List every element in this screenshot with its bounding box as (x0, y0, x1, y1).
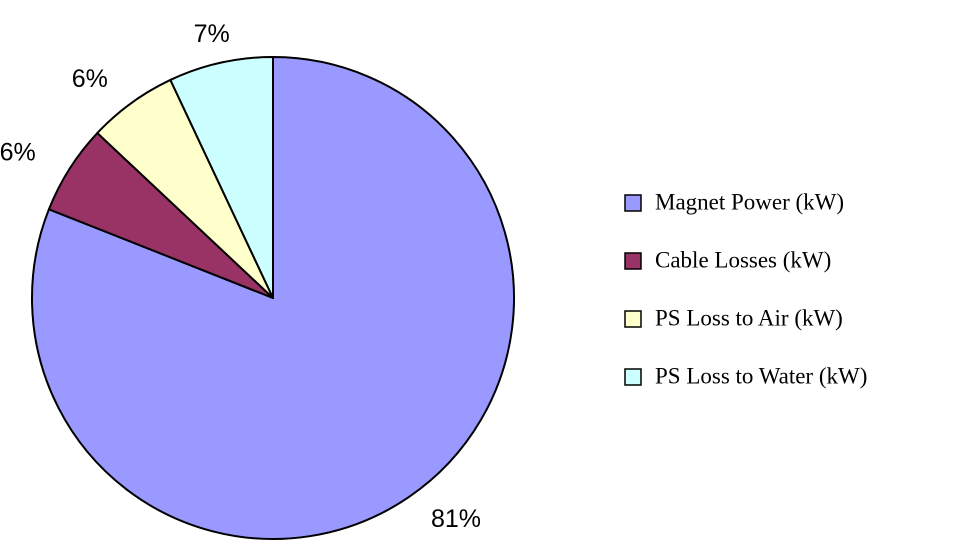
pie-slice (169, 56, 274, 299)
legend-label: PS Loss to Air (kW) (655, 305, 843, 330)
legend: Magnet Power (kW) Cable Losses (kW) PS Los… (624, 189, 867, 388)
data-labels: 81% 6% 6% 7% (0, 20, 481, 533)
legend-swatch (624, 310, 642, 328)
legend-label: Cable Losses (kW) (655, 247, 831, 272)
data-label: 81% (431, 505, 481, 533)
legend-swatch (624, 194, 642, 212)
data-label: 6% (0, 138, 36, 166)
data-label: 6% (72, 65, 108, 93)
legend-swatch (624, 252, 642, 270)
pie-slice (31, 56, 515, 540)
legend-label: PS Loss to Water (kW) (655, 363, 867, 388)
legend-label: Magnet Power (kW) (655, 189, 844, 214)
legend-swatch (624, 368, 642, 386)
data-label: 7% (194, 20, 230, 48)
pie (31, 56, 515, 540)
